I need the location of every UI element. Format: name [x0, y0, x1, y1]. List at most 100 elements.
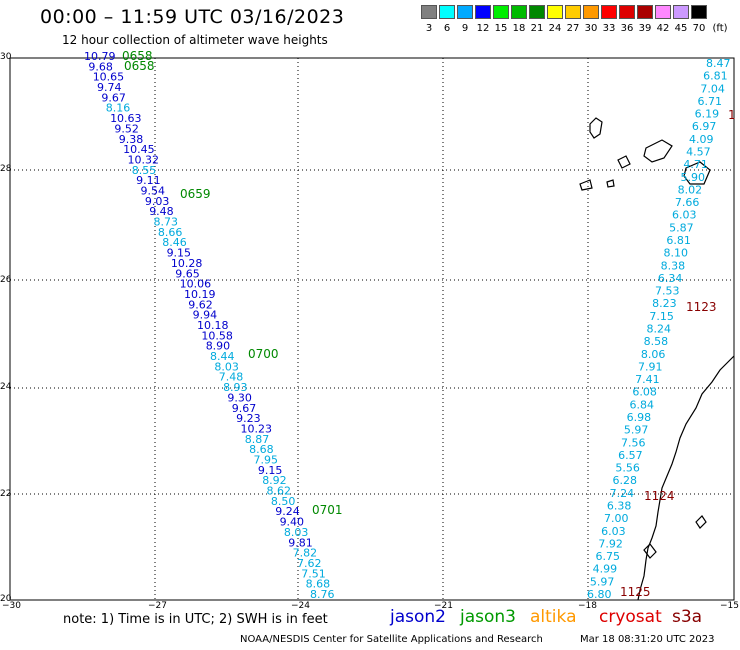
swh-reading: 8.24 [647, 323, 672, 336]
legend-swatch [601, 5, 617, 19]
lon-label: −30 [2, 601, 21, 611]
swh-reading: 8.50 [271, 495, 296, 508]
page-title: 00:00 – 11:59 UTC 03/16/2023 [40, 6, 345, 28]
legend-label: 42 [656, 23, 670, 34]
page-subtitle: 12 hour collection of altimeter wave hei… [62, 33, 328, 47]
legend-swatch [673, 5, 689, 19]
swh-reading: 7.92 [598, 537, 623, 550]
swh-reading: 9.03 [145, 195, 170, 208]
island-tenerife [643, 139, 673, 163]
swh-reading: 9.38 [119, 133, 143, 146]
swh-reading: 6.38 [607, 500, 632, 513]
pass-time-label: 0659 [180, 187, 211, 201]
lat-label: 30 [0, 52, 12, 62]
swh-reading: 8.68 [306, 578, 331, 591]
altimeter-readings: 10.799.6810.659.749.678.1610.639.529.381… [84, 49, 736, 601]
legend-swatch [439, 5, 455, 19]
pass-time-label: 1 [728, 108, 736, 122]
legend-swatch [619, 5, 635, 19]
swh-reading: 10.79 [84, 50, 116, 63]
swh-reading: 10.32 [127, 153, 159, 166]
swh-reading: 7.53 [655, 285, 680, 298]
swh-reading: 8.44 [210, 350, 235, 363]
swh-reading: 8.16 [106, 102, 131, 115]
swh-reading: 9.62 [188, 298, 213, 311]
swh-reading: 7.66 [675, 196, 700, 209]
legend-unit: (ft) [712, 23, 728, 34]
legend-label: 27 [566, 23, 580, 34]
swh-reading: 9.15 [167, 247, 192, 260]
lon-label: −18 [578, 601, 597, 611]
legend-swatch [457, 5, 473, 19]
legend-label: 30 [584, 23, 598, 34]
pass-time-label: 1124 [644, 489, 675, 503]
satellite-s3a: s3a [672, 607, 703, 627]
legend-label: 36 [620, 23, 634, 34]
swh-reading: 6.08 [632, 386, 657, 399]
swh-reading: 8.46 [162, 236, 187, 249]
legend-swatch [421, 5, 437, 19]
swh-reading: 8.92 [262, 474, 287, 487]
legend-swatch [547, 5, 563, 19]
swh-reading: 8.06 [641, 348, 666, 361]
swh-reading: 9.15 [258, 464, 283, 477]
swh-reading: 5.56 [615, 462, 640, 475]
legend-swatch [493, 5, 509, 19]
lon-label: −21 [434, 601, 453, 611]
swh-reading: 5.90 [681, 171, 706, 184]
swh-reading: 8.58 [644, 335, 669, 348]
swh-reading: 9.48 [149, 205, 174, 218]
swh-reading: 7.41 [635, 373, 660, 386]
swh-reading: 8.87 [245, 433, 269, 446]
swh-reading: 10.28 [171, 257, 203, 270]
satellite-cryosat: cryosat [599, 607, 662, 627]
swh-reading: 6.98 [627, 411, 652, 424]
pass-time-label: 0658 [122, 49, 153, 63]
swh-reading: 9.67 [232, 402, 257, 415]
swh-reading: 6.03 [672, 209, 697, 222]
swh-reading: 10.63 [110, 112, 142, 125]
swh-reading: 6.28 [613, 474, 638, 487]
legend-label: 18 [512, 23, 526, 34]
swh-reading: 8.03 [284, 526, 309, 539]
legend-swatch [511, 5, 527, 19]
swh-reading: 8.10 [664, 247, 689, 260]
swh-reading: 6.81 [666, 234, 691, 247]
legend-label: 15 [494, 23, 508, 34]
island-gran-canaria [683, 161, 711, 185]
island-small [606, 179, 615, 188]
swh-reading: 4.57 [686, 146, 711, 159]
swh-reading: 8.55 [132, 164, 157, 177]
swh-reading: 9.74 [97, 81, 122, 94]
swh-reading: 7.56 [621, 436, 646, 449]
swh-reading: 5.97 [590, 575, 615, 588]
lat-label: 22 [0, 489, 12, 499]
swh-reading: 6.57 [618, 449, 643, 462]
swh-reading: 4.99 [593, 563, 618, 576]
swh-reading: 7.04 [700, 82, 725, 95]
pass-time-label: 1123 [686, 300, 717, 314]
african-coast [637, 355, 735, 601]
coast-detail-2 [643, 543, 657, 559]
swh-reading: 10.45 [123, 143, 155, 156]
swh-reading: 10.19 [184, 288, 216, 301]
legend-label: 12 [476, 23, 490, 34]
swh-reading: 9.65 [175, 267, 200, 280]
swh-reading: 9.67 [101, 91, 126, 104]
legend-swatch [583, 5, 599, 19]
swh-reading: 10.06 [180, 278, 212, 291]
swh-reading: 6.75 [596, 550, 621, 563]
swh-reading: 9.81 [288, 536, 313, 549]
map-frame [9, 57, 735, 601]
swh-reading: 10.65 [93, 71, 125, 84]
lat-label: 28 [0, 164, 12, 174]
legend-swatch [529, 5, 545, 19]
lon-label: −24 [291, 601, 310, 611]
legend-swatch [655, 5, 671, 19]
lat-label: 20 [0, 594, 12, 604]
swh-reading: 7.15 [649, 310, 674, 323]
swh-reading: 10.23 [240, 422, 272, 435]
swh-reading: 7.82 [293, 547, 318, 560]
swh-reading: 8.47 [706, 57, 731, 70]
satellite-jason2: jason2 [390, 607, 446, 627]
